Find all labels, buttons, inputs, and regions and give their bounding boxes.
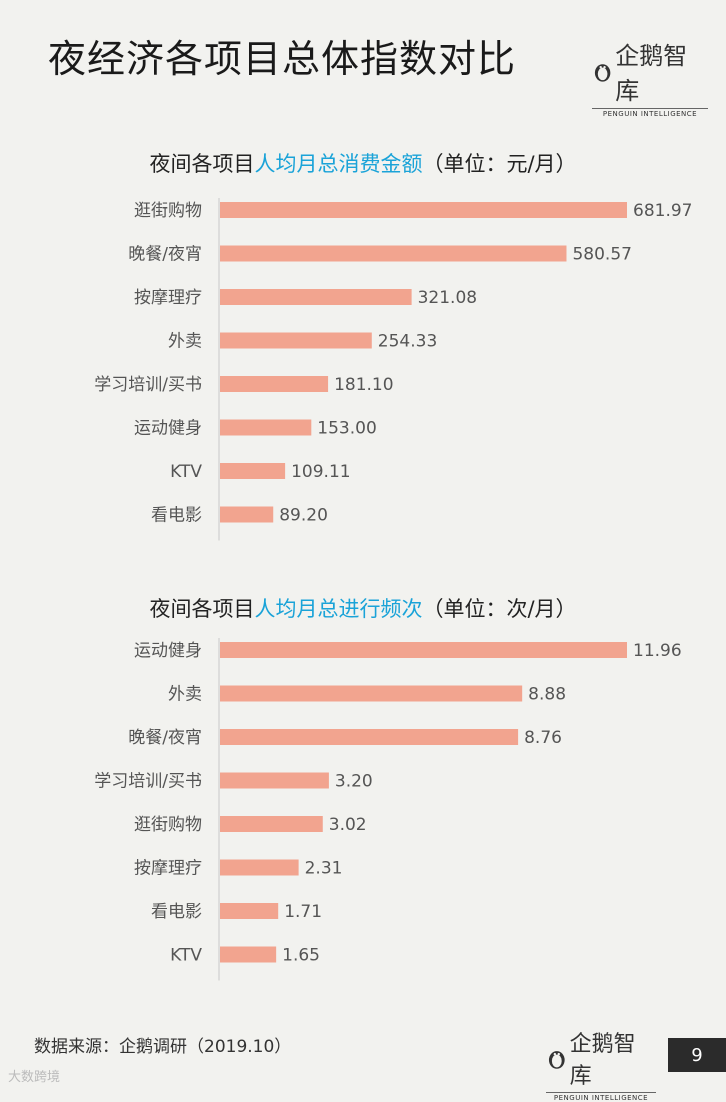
chart-1-consumption: 逛街购物 681.97 晚餐/夜宵 580.57 按摩理疗 321.08 外卖 254.33 学…	[94, 198, 692, 541]
chart-1-title-suffix: （单位：元/月）	[422, 152, 577, 176]
category-label: 看电影	[151, 902, 202, 922]
bar	[220, 332, 372, 349]
chart-2-title-prefix: 夜间各项目	[149, 597, 255, 621]
value-label: 89.20	[279, 506, 328, 526]
bar	[220, 772, 329, 789]
category-label: 外卖	[168, 332, 202, 352]
value-label: 580.57	[572, 245, 631, 265]
category-label: 按摩理疗	[134, 859, 202, 879]
chart-1-title: 夜间各项目人均月总消费金额（单位：元/月）	[0, 148, 726, 178]
bar	[220, 946, 277, 963]
bar	[220, 859, 299, 876]
bar	[220, 202, 627, 218]
category-label: 逛街购物	[134, 201, 202, 221]
chart-2-title-suffix: （单位：次/月）	[422, 597, 577, 621]
value-label: 181.10	[334, 375, 393, 395]
category-label: 晚餐/夜宵	[128, 728, 202, 748]
bar	[220, 729, 519, 745]
bar	[220, 903, 279, 919]
value-label: 8.76	[524, 728, 562, 748]
value-label: 8.88	[528, 685, 566, 705]
bar	[220, 419, 312, 436]
category-label: 晚餐/夜宵	[128, 245, 202, 265]
bar	[220, 816, 323, 832]
bar	[220, 245, 567, 262]
bar	[220, 289, 412, 305]
category-label: KTV	[170, 462, 202, 482]
page-number: 9	[668, 1038, 726, 1072]
bar	[220, 506, 274, 523]
page-title: 夜经济各项目总体指数对比	[48, 37, 517, 81]
category-label: 运动健身	[134, 419, 202, 439]
logo-name: 企鹅智库	[569, 1032, 636, 1089]
chart-1-title-highlight: 人均月总消费金额	[254, 152, 423, 176]
watermark: 大数跨境	[8, 1070, 61, 1085]
value-label: 681.97	[633, 201, 692, 221]
bar	[220, 685, 523, 702]
bar	[220, 376, 329, 392]
chart-2-frequency: 运动健身 11.96 外卖 8.88 晚餐/夜宵 8.76 学习培训/买书 3.20 逛街购物 3…	[94, 638, 682, 981]
chart-1-title-prefix: 夜间各项目	[149, 152, 255, 176]
chart-2-title: 夜间各项目人均月总进行频次（单位：次/月）	[0, 593, 726, 623]
logo-subtitle: PENGUIN INTELLIGENCE	[546, 1092, 656, 1102]
bar	[220, 642, 627, 658]
data-source: 数据来源：企鹅调研（2019.10）	[34, 1037, 292, 1057]
category-label: KTV	[170, 946, 202, 966]
value-label: 109.11	[291, 462, 350, 482]
value-label: 2.31	[305, 859, 343, 879]
value-label: 3.20	[335, 772, 373, 792]
penguin-icon	[548, 1051, 565, 1069]
category-label: 看电影	[151, 506, 202, 526]
value-label: 153.00	[317, 419, 376, 439]
value-label: 1.71	[284, 902, 322, 922]
value-label: 3.02	[329, 815, 367, 835]
penguin-icon	[594, 64, 611, 82]
category-label: 逛街购物	[134, 815, 202, 835]
logo-subtitle: PENGUIN INTELLIGENCE	[592, 108, 708, 118]
category-label: 学习培训/买书	[94, 375, 202, 395]
chart-2-title-highlight: 人均月总进行频次	[254, 597, 423, 621]
value-label: 11.96	[633, 641, 682, 661]
value-label: 1.65	[282, 946, 320, 966]
bar	[220, 463, 286, 479]
logo-bottom: 企鹅智库 PENGUIN INTELLIGENCE	[546, 1026, 656, 1102]
category-label: 按摩理疗	[134, 288, 202, 308]
value-label: 254.33	[378, 332, 437, 352]
logo-top: 企鹅智库 PENGUIN INTELLIGENCE	[592, 36, 708, 118]
category-label: 学习培训/买书	[94, 772, 202, 792]
category-label: 外卖	[168, 685, 202, 705]
logo-name: 企鹅智库	[615, 42, 688, 105]
category-label: 运动健身	[134, 641, 202, 661]
value-label: 321.08	[418, 288, 477, 308]
